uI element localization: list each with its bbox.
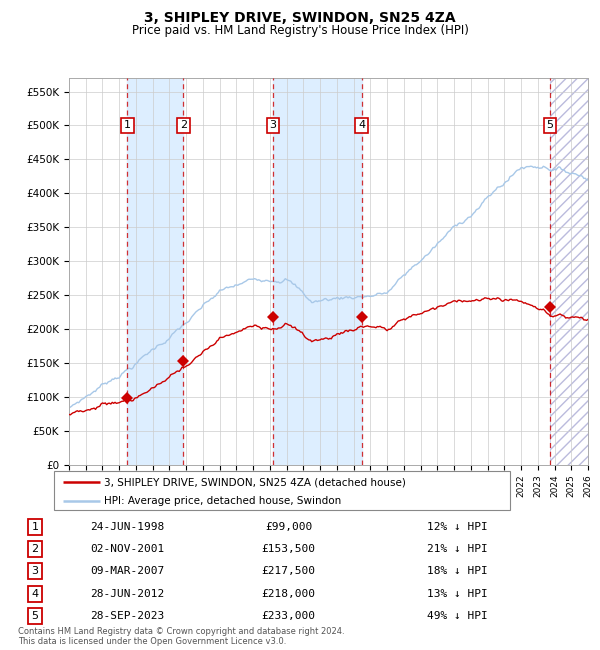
Text: 5: 5 bbox=[547, 120, 554, 131]
Text: 28-SEP-2023: 28-SEP-2023 bbox=[90, 611, 164, 621]
Text: 49% ↓ HPI: 49% ↓ HPI bbox=[427, 611, 487, 621]
Text: 3: 3 bbox=[32, 566, 38, 577]
Text: 18% ↓ HPI: 18% ↓ HPI bbox=[427, 566, 487, 577]
Text: 09-MAR-2007: 09-MAR-2007 bbox=[90, 566, 164, 577]
Text: 2: 2 bbox=[31, 544, 38, 554]
Text: £99,000: £99,000 bbox=[265, 522, 312, 532]
Text: 3, SHIPLEY DRIVE, SWINDON, SN25 4ZA (detached house): 3, SHIPLEY DRIVE, SWINDON, SN25 4ZA (det… bbox=[104, 477, 406, 487]
Text: 2: 2 bbox=[180, 120, 187, 131]
Text: Price paid vs. HM Land Registry's House Price Index (HPI): Price paid vs. HM Land Registry's House … bbox=[131, 24, 469, 37]
Text: 21% ↓ HPI: 21% ↓ HPI bbox=[427, 544, 487, 554]
Text: £218,000: £218,000 bbox=[262, 589, 316, 599]
Text: 02-NOV-2001: 02-NOV-2001 bbox=[90, 544, 164, 554]
Text: Contains HM Land Registry data © Crown copyright and database right 2024.: Contains HM Land Registry data © Crown c… bbox=[18, 627, 344, 636]
Text: £233,000: £233,000 bbox=[262, 611, 316, 621]
Bar bbox=[273, 78, 362, 465]
Text: 1: 1 bbox=[32, 522, 38, 532]
Text: 28-JUN-2012: 28-JUN-2012 bbox=[90, 589, 164, 599]
Text: 5: 5 bbox=[32, 611, 38, 621]
Text: 12% ↓ HPI: 12% ↓ HPI bbox=[427, 522, 487, 532]
Text: HPI: Average price, detached house, Swindon: HPI: Average price, detached house, Swin… bbox=[104, 495, 341, 506]
Bar bbox=[550, 78, 588, 465]
Text: 3: 3 bbox=[269, 120, 277, 131]
Bar bbox=[127, 78, 184, 465]
Text: 4: 4 bbox=[31, 589, 38, 599]
Bar bbox=[550, 78, 588, 465]
FancyBboxPatch shape bbox=[54, 471, 510, 510]
Text: £217,500: £217,500 bbox=[262, 566, 316, 577]
Text: 4: 4 bbox=[358, 120, 365, 131]
Text: 3, SHIPLEY DRIVE, SWINDON, SN25 4ZA: 3, SHIPLEY DRIVE, SWINDON, SN25 4ZA bbox=[144, 11, 456, 25]
Text: 13% ↓ HPI: 13% ↓ HPI bbox=[427, 589, 487, 599]
Text: £153,500: £153,500 bbox=[262, 544, 316, 554]
Text: 1: 1 bbox=[124, 120, 131, 131]
Text: 24-JUN-1998: 24-JUN-1998 bbox=[90, 522, 164, 532]
Text: This data is licensed under the Open Government Licence v3.0.: This data is licensed under the Open Gov… bbox=[18, 637, 286, 646]
